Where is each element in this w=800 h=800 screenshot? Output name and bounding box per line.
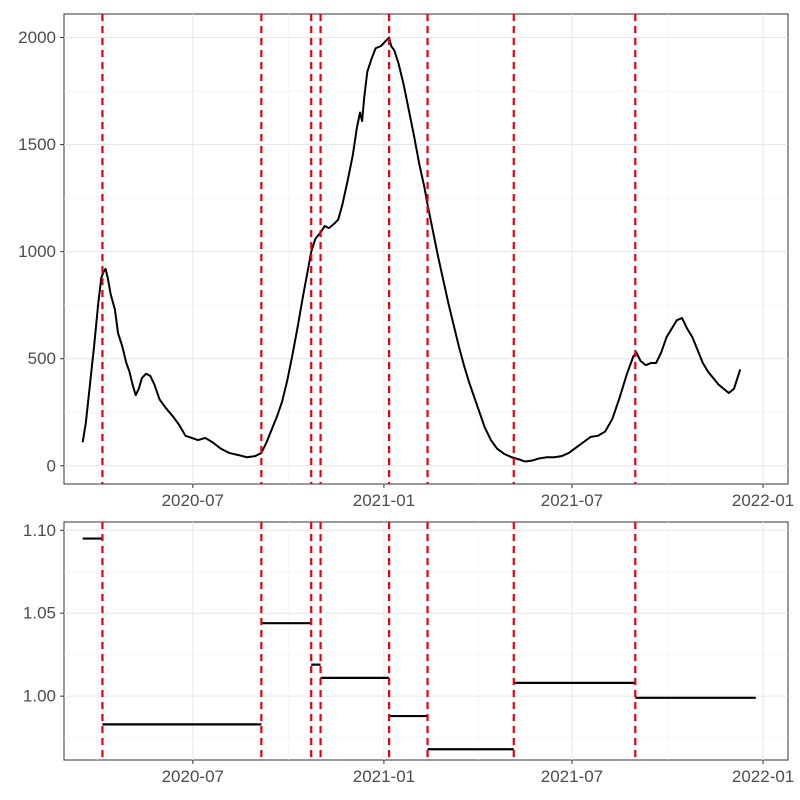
x-tick-label: 2021-01 xyxy=(353,767,415,786)
bottom-panel-x-axis: 2020-07 2021-01 2021-07 2022-01 xyxy=(162,760,794,786)
y-tick-label: 1.00 xyxy=(23,687,56,706)
y-tick-label: 2000 xyxy=(18,28,56,47)
bottom-panel-gridlines xyxy=(64,522,788,760)
x-tick-label: 2020-07 xyxy=(162,767,224,786)
y-tick-label: 1000 xyxy=(18,242,56,261)
top-panel-changepoint-lines xyxy=(101,14,637,484)
y-tick-label: 1.10 xyxy=(23,521,56,540)
top-panel-border xyxy=(63,13,789,485)
y-tick-label: 0 xyxy=(47,456,56,475)
y-tick-label: 1500 xyxy=(18,135,56,154)
bottom-panel-step-chart: 1.00 1.05 1.10 2020-07 2021-01 2021-07 2022-0… xyxy=(23,521,794,786)
y-tick-label: 1.05 xyxy=(23,604,56,623)
x-tick-label: 2020-07 xyxy=(162,491,224,510)
top-panel-gridlines xyxy=(64,14,788,484)
bottom-panel-changepoint-lines xyxy=(101,522,637,760)
x-tick-label: 2021-07 xyxy=(541,491,603,510)
top-panel-y-axis: 0 500 1000 1500 2000 xyxy=(18,28,64,475)
x-tick-label: 2022-01 xyxy=(732,491,794,510)
top-panel-x-axis: 2020-07 2021-01 2021-07 2022-01 xyxy=(162,484,794,510)
x-tick-label: 2021-07 xyxy=(541,767,603,786)
y-tick-label: 500 xyxy=(28,349,56,368)
bottom-panel-segments xyxy=(82,537,756,751)
x-tick-label: 2021-01 xyxy=(353,491,415,510)
x-tick-label: 2022-01 xyxy=(732,767,794,786)
bottom-panel-y-axis: 1.00 1.05 1.10 xyxy=(23,521,64,706)
